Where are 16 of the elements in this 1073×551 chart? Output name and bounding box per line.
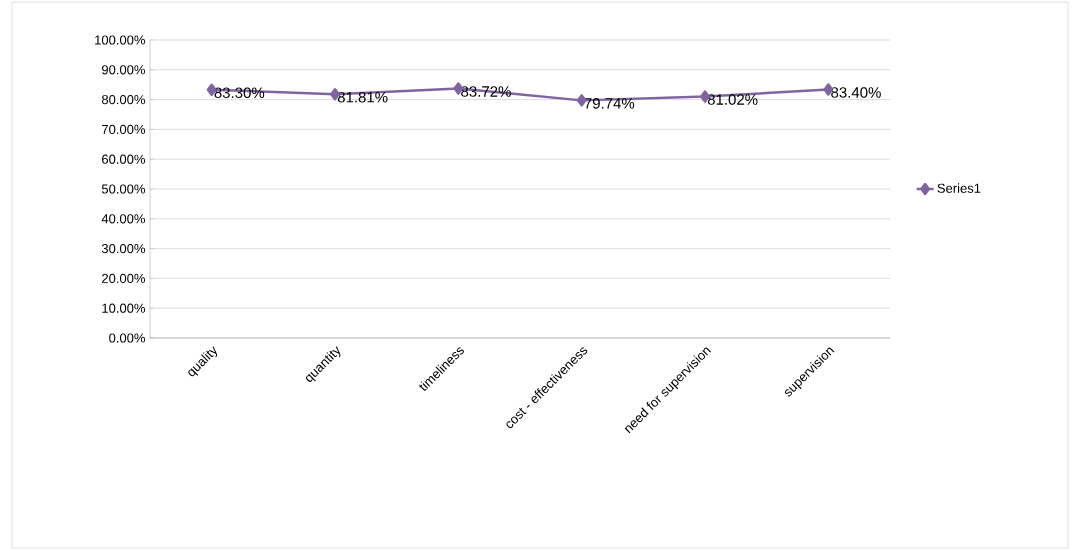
y-tick-label: 80.00% [101, 94, 145, 105]
y-tick-label: 30.00% [101, 243, 145, 254]
legend-label: Series1 [937, 183, 981, 193]
data-label: 83.40% [831, 87, 881, 98]
y-tick-label: 40.00% [101, 214, 145, 224]
y-tick-label: 0.00% [109, 333, 145, 343]
data-label: 79.74% [584, 98, 635, 109]
y-tick-label: 20.00% [102, 273, 145, 283]
data-label: 81.81% [337, 91, 388, 103]
y-tick-label: 90.00% [101, 65, 145, 75]
y-tick-label: 60.00% [102, 154, 145, 164]
y-tick-label: 70.00% [102, 124, 145, 134]
y-tick-label: 10.00% [102, 303, 145, 313]
y-tick-label: 100.00% [95, 35, 145, 45]
y-tick-label: 50.00% [101, 184, 145, 194]
data-label: 81.02% [707, 94, 758, 105]
